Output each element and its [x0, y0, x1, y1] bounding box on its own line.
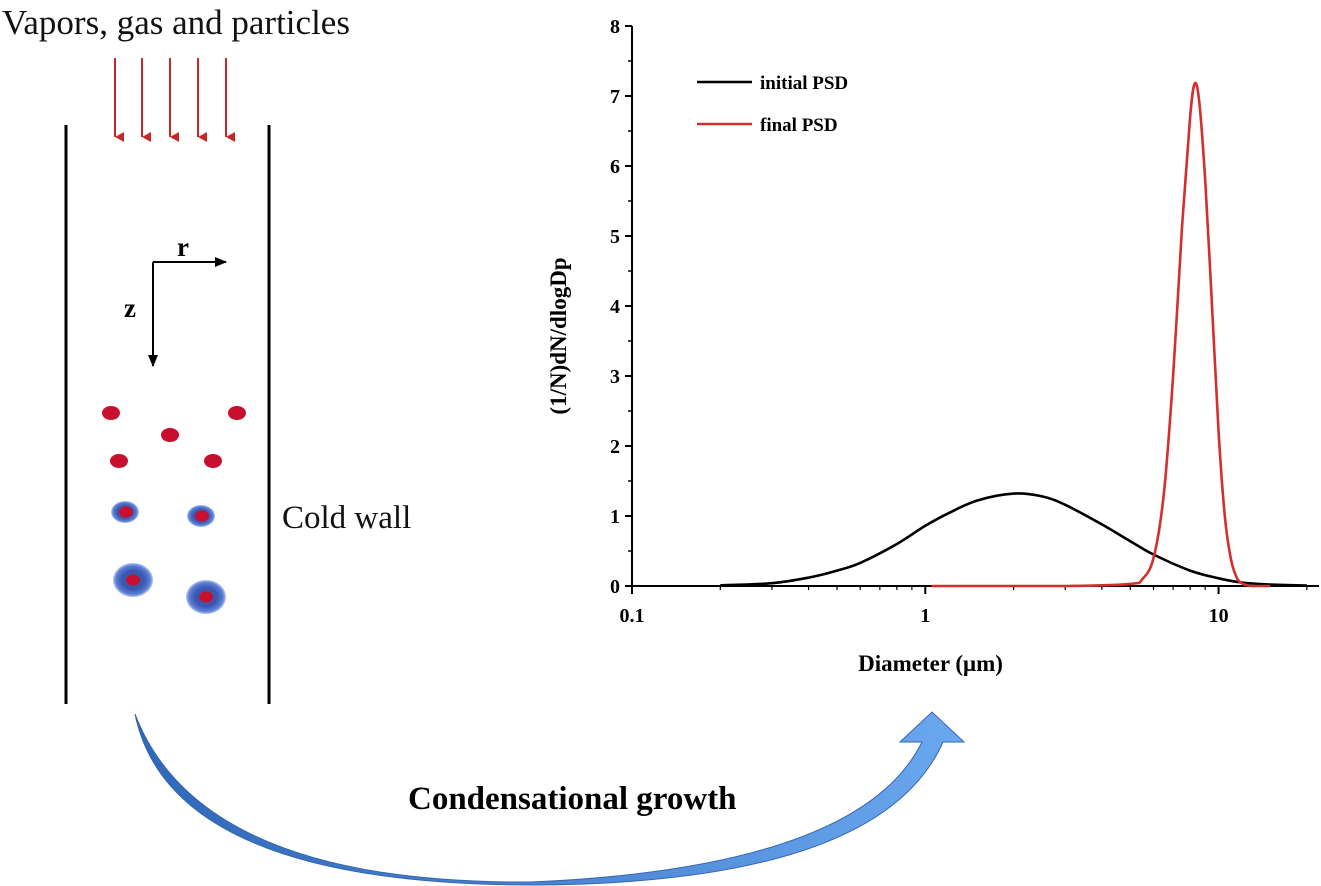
x-tick-label: 0.1 — [620, 605, 645, 627]
y-tick-label: 4 — [610, 296, 620, 318]
bare-particle — [110, 454, 128, 468]
grown-droplet — [113, 563, 153, 597]
growing-droplet — [111, 501, 139, 523]
bare-particle — [228, 406, 246, 420]
cold-wall-label: Cold wall — [282, 500, 411, 536]
y-tick-label: 8 — [610, 16, 620, 38]
y-tick-label: 6 — [610, 156, 620, 178]
y-tick-label: 7 — [610, 86, 620, 108]
grown-droplet — [186, 580, 226, 614]
psd-chart: 0 1 2 3 4 5 6 7 8 0.1 1 10 initial PSD final PSD Dia… — [546, 16, 1319, 676]
chart-legend: initial PSD final PSD — [697, 73, 848, 136]
legend-label: initial PSD — [760, 73, 848, 94]
y-axis-label: (1/N)dN/dlogDp — [546, 257, 571, 414]
bare-particle — [161, 428, 179, 442]
bare-particle — [204, 454, 222, 468]
growing-droplet — [187, 505, 215, 527]
y-tick-label: 0 — [610, 576, 620, 598]
series-line-final-psd — [931, 81, 1271, 588]
channel-schematic: Vapors, gas and particles Cold wall r z — [2, 3, 411, 704]
growth-arrow-body — [134, 711, 966, 886]
series-line-initial-psd — [720, 492, 1307, 587]
legend-label: final PSD — [760, 115, 838, 136]
chart-series — [720, 81, 1307, 588]
y-tick-label: 1 — [610, 506, 620, 528]
coordinate-axes: r z — [124, 232, 227, 367]
bare-particle — [102, 406, 120, 420]
z-axis-label: z — [124, 293, 136, 323]
growth-label: Condensational growth — [408, 781, 737, 817]
r-axis-label: r — [177, 232, 189, 262]
y-tick-label: 2 — [610, 436, 620, 458]
inlet-arrows — [114, 58, 235, 142]
x-tick-label: 10 — [1209, 605, 1229, 627]
inlet-label: Vapors, gas and particles — [2, 3, 350, 42]
x-tick-label: 1 — [920, 605, 930, 627]
y-tick-label: 5 — [610, 226, 620, 248]
x-axis-label: Diameter (μm) — [858, 651, 1003, 676]
y-tick-label: 3 — [610, 366, 620, 388]
condensational-growth-arrow: Condensational growth — [134, 711, 966, 886]
particles — [102, 406, 246, 614]
